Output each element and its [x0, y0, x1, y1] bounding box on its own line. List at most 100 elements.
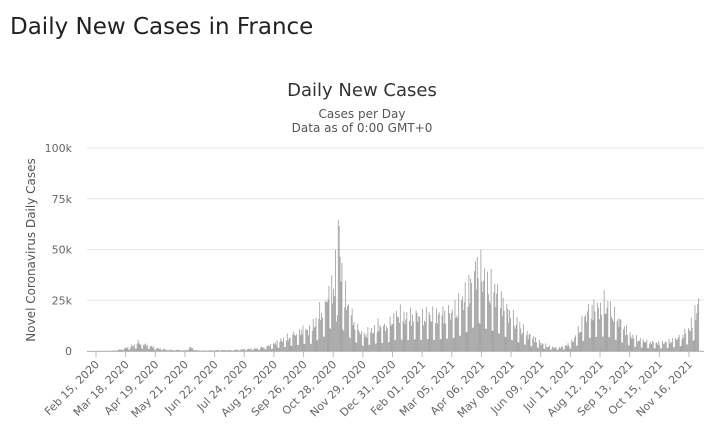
- daily-bar: [217, 350, 218, 351]
- daily-bar: [144, 345, 145, 352]
- daily-bar: [358, 330, 359, 351]
- daily-bar: [124, 349, 125, 351]
- daily-bar: [446, 339, 447, 351]
- daily-bar: [657, 343, 658, 351]
- daily-bar: [444, 311, 445, 351]
- daily-bar: [632, 335, 633, 351]
- daily-bar: [602, 337, 603, 351]
- daily-bar: [454, 338, 455, 351]
- daily-bar: [456, 316, 457, 351]
- daily-bar: [632, 339, 633, 351]
- daily-bar: [120, 350, 121, 351]
- y-tick-label: 75k: [52, 193, 73, 206]
- daily-bar: [679, 335, 680, 351]
- daily-bar: [420, 340, 421, 351]
- daily-bar: [583, 341, 584, 351]
- daily-bar: [549, 345, 550, 351]
- daily-bar: [410, 308, 411, 351]
- daily-bar: [393, 324, 394, 351]
- daily-bar: [611, 317, 612, 351]
- daily-bar: [339, 226, 340, 351]
- daily-bar: [266, 349, 267, 351]
- daily-bar: [436, 308, 437, 351]
- daily-bar: [522, 333, 523, 351]
- daily-bar: [281, 341, 282, 351]
- daily-bar: [224, 350, 225, 351]
- daily-bar: [301, 330, 302, 351]
- daily-bar: [474, 271, 475, 351]
- daily-bar: [469, 304, 470, 351]
- daily-bar: [501, 291, 502, 351]
- daily-bar: [350, 338, 351, 351]
- daily-bar: [313, 319, 314, 351]
- daily-bar: [653, 342, 654, 351]
- daily-bar: [123, 350, 124, 351]
- daily-bar: [189, 349, 190, 351]
- daily-bar: [430, 315, 431, 351]
- daily-bar: [182, 350, 183, 351]
- daily-bar: [660, 348, 661, 351]
- daily-bar: [193, 350, 194, 351]
- daily-bar: [655, 348, 656, 351]
- daily-bar: [468, 275, 469, 351]
- daily-bar: [508, 323, 509, 351]
- daily-bar: [424, 321, 425, 351]
- daily-bar: [311, 344, 312, 351]
- daily-bar: [625, 335, 626, 351]
- daily-bar: [504, 311, 505, 351]
- daily-bar: [173, 350, 174, 351]
- daily-bar: [377, 332, 378, 351]
- daily-bar: [165, 350, 166, 351]
- daily-bar: [279, 342, 280, 351]
- daily-bar: [620, 320, 621, 351]
- daily-bar: [665, 341, 666, 351]
- daily-bar: [223, 350, 224, 351]
- daily-bar: [380, 327, 381, 351]
- daily-bar: [393, 313, 394, 351]
- daily-bar: [556, 347, 557, 351]
- daily-bar: [357, 324, 358, 351]
- daily-bar: [672, 338, 673, 351]
- daily-bar: [552, 347, 553, 351]
- daily-bar: [286, 341, 287, 351]
- daily-bar: [671, 343, 672, 351]
- daily-bar: [630, 332, 631, 351]
- daily-bar: [523, 324, 524, 351]
- daily-bar: [475, 261, 476, 351]
- daily-bar: [166, 350, 167, 351]
- daily-bar: [409, 321, 410, 351]
- daily-bar: [151, 347, 152, 351]
- daily-bar: [169, 350, 170, 351]
- daily-bar: [428, 339, 429, 351]
- daily-bar: [438, 315, 439, 351]
- daily-bar: [203, 350, 204, 351]
- daily-bar: [369, 345, 370, 351]
- daily-bar: [171, 350, 172, 351]
- daily-bar: [330, 329, 331, 351]
- daily-bar: [190, 347, 191, 351]
- daily-bar: [336, 322, 337, 351]
- daily-bar: [588, 304, 589, 351]
- daily-bar: [659, 345, 660, 351]
- daily-bar: [694, 340, 695, 351]
- daily-bar: [661, 348, 662, 351]
- daily-bar: [349, 337, 350, 351]
- daily-bar: [157, 348, 158, 351]
- daily-bar: [481, 250, 482, 351]
- daily-bar: [199, 350, 200, 351]
- daily-bar: [149, 349, 150, 351]
- daily-bar: [271, 349, 272, 351]
- daily-bar: [282, 342, 283, 351]
- daily-bar: [156, 349, 157, 351]
- daily-bar: [494, 292, 495, 351]
- daily-bar: [592, 305, 593, 351]
- daily-bar: [356, 343, 357, 351]
- daily-bar: [539, 340, 540, 351]
- daily-bar: [472, 328, 473, 351]
- daily-bar: [258, 350, 259, 351]
- daily-bar: [397, 317, 398, 351]
- daily-bar: [164, 349, 165, 352]
- daily-bar: [576, 346, 577, 351]
- daily-bar: [548, 347, 549, 351]
- daily-bar: [489, 301, 490, 351]
